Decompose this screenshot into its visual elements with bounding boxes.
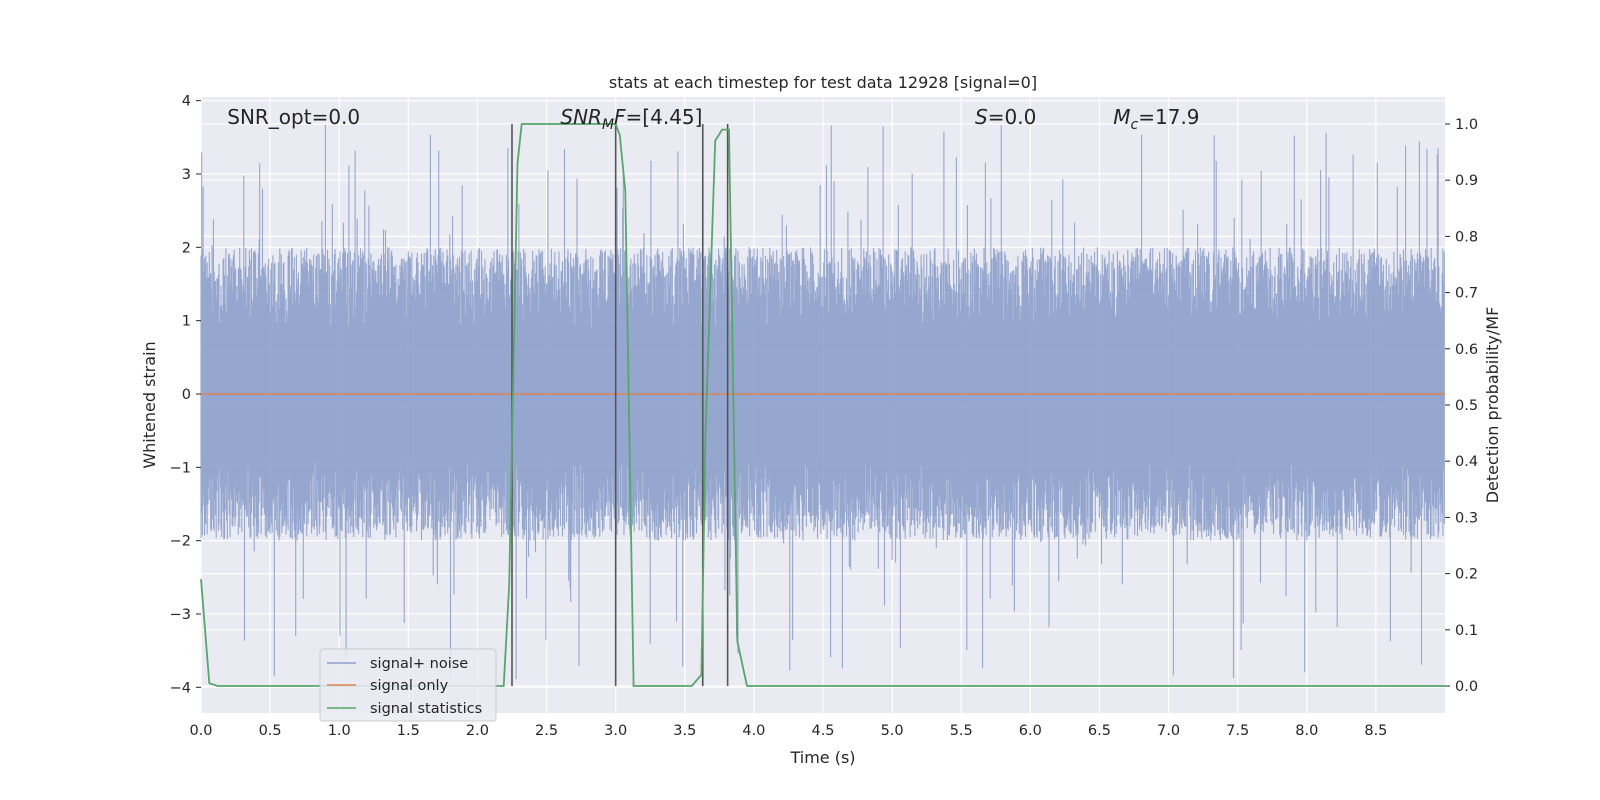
annotation-part: SNR: [560, 105, 602, 129]
y2-tick-label: 0.5: [1455, 398, 1478, 414]
x-axis-ticks: 0.0 0.5 1.0 1.5 2.0 2.5 3.0 3.5 4.0 4.5 5.0 5.5 6.0 6…: [189, 723, 1387, 739]
y-axis-label: Whitened strain: [140, 341, 159, 468]
y2-axis-label: Detection probability/MF: [1483, 307, 1502, 504]
annotation-part: c: [1131, 117, 1139, 133]
legend-label-signal-statistics: signal statistics: [370, 701, 482, 717]
x-tick-label: 2.0: [466, 723, 489, 739]
x-tick-label: 5.0: [881, 723, 904, 739]
y-tick-label: −2: [170, 534, 191, 550]
x-axis-label: Time (s): [789, 748, 855, 767]
y-tick-label: −3: [170, 607, 191, 623]
y2-tick-label: 0.1: [1455, 623, 1478, 639]
y-tick-label: −1: [170, 460, 191, 476]
y2-axis-ticks: 1.0 0.9 0.8 0.7 0.6 0.5 0.4 0.3 0.2 0.1 0.0: [1445, 117, 1478, 695]
legend-box: [319, 648, 497, 722]
signal-statistics-line: [200, 123, 1445, 687]
annotation-part: M: [602, 117, 614, 133]
legend-label-signal-only: signal only: [370, 678, 449, 694]
x-tick-label: 3.0: [604, 723, 627, 739]
annotation-part: =17.9: [1138, 105, 1199, 129]
annotations: SNR_opt=0.0 SNRMF=[4.45] S=0.0 Mc=17.9: [227, 105, 1199, 133]
x-tick-label: 4.5: [811, 723, 834, 739]
y-tick-label: 2: [182, 240, 191, 256]
y-tick-label: −4: [170, 680, 191, 696]
annotation-text: SNRMF=[4.45]: [560, 105, 702, 133]
x-tick-label: 4.0: [742, 723, 765, 739]
series-signal-statistics: [200, 123, 1445, 687]
y2-tick-label: 0.6: [1455, 342, 1478, 358]
x-tick-label: 6.5: [1088, 723, 1111, 739]
y2-tick-label: 1.0: [1455, 117, 1478, 133]
x-tick-label: 8.5: [1364, 723, 1387, 739]
y2-tick-label: 0.4: [1455, 454, 1478, 470]
y2-tick-label: 0.7: [1455, 286, 1478, 302]
annotation-part: M: [1113, 105, 1130, 129]
y-tick-label: 1: [182, 314, 191, 330]
x-tick-label: 1.0: [328, 723, 351, 739]
x-tick-label: 8.0: [1295, 723, 1318, 739]
x-tick-label: 6.0: [1019, 723, 1042, 739]
y-axis-ticks: 4 3 2 1 0 −1 −2 −3 −4: [170, 94, 201, 696]
annotation-part: =[4.45]: [626, 105, 703, 129]
annotation-text: Mc=17.9: [1113, 105, 1199, 133]
x-tick-label: 0.0: [189, 723, 212, 739]
y-tick-label: 0: [182, 387, 191, 403]
x-tick-label: 3.5: [673, 723, 696, 739]
legend-label-signal-noise: signal+ noise: [370, 656, 468, 672]
y2-tick-label: 0.0: [1455, 679, 1478, 695]
y2-tick-label: 0.8: [1455, 229, 1478, 245]
x-tick-label: 7.5: [1226, 723, 1249, 739]
chart-title: stats at each timestep for test data 129…: [609, 73, 1037, 92]
annotation-part: =0.0: [988, 105, 1037, 129]
annotation-part: S: [975, 105, 988, 129]
x-tick-label: 5.5: [950, 723, 973, 739]
annotation-part: SNR_opt=0.0: [227, 105, 360, 129]
y2-tick-label: 0.2: [1455, 567, 1478, 583]
annotation-text: S=0.0: [975, 105, 1036, 129]
y-tick-label: 3: [182, 167, 191, 183]
y-tick-label: 4: [182, 94, 191, 110]
legend: signal+ noise signal only signal statist…: [319, 648, 497, 722]
annotation-part: F: [614, 105, 626, 129]
y2-tick-label: 0.3: [1455, 510, 1478, 526]
x-tick-label: 7.0: [1157, 723, 1180, 739]
annotation-text: SNR_opt=0.0: [227, 105, 360, 129]
x-tick-label: 2.5: [535, 723, 558, 739]
y2-tick-label: 0.9: [1455, 173, 1478, 189]
x-tick-label: 0.5: [259, 723, 282, 739]
x-tick-label: 1.5: [397, 723, 420, 739]
